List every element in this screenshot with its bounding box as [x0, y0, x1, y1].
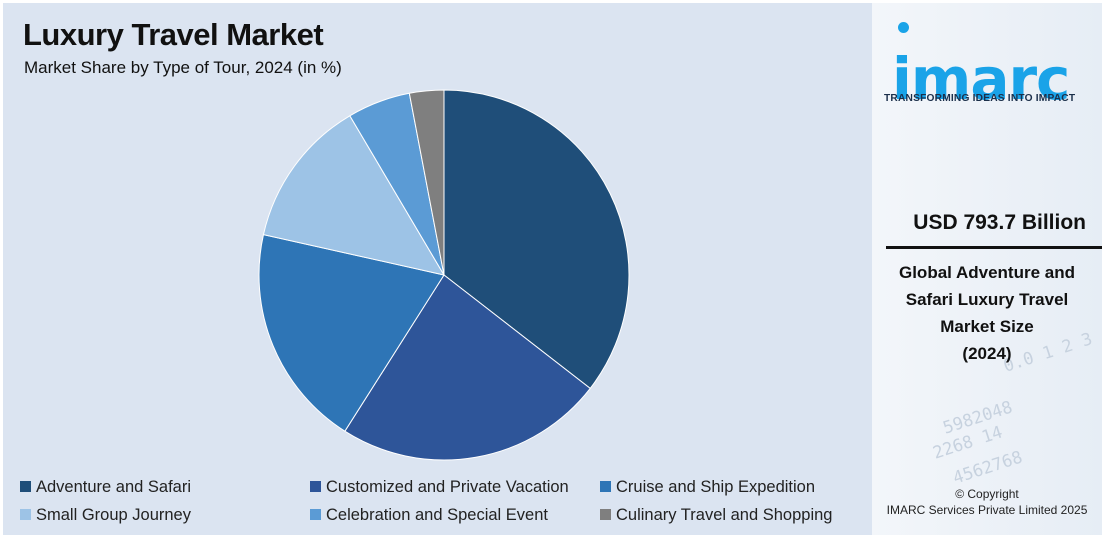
legend-label: Culinary Travel and Shopping: [616, 506, 833, 524]
legend-label: Small Group Journey: [36, 506, 191, 524]
brand-tagline: TRANSFORMING IDEAS INTO IMPACT: [884, 93, 1076, 104]
brand-name: imarc: [892, 45, 1070, 113]
pie-chart: [258, 89, 630, 461]
logo-dot-icon: [898, 22, 909, 33]
imarc-logo: imarc: [884, 15, 1094, 113]
market-size-label: Global Adventure and Safari Luxury Trave…: [872, 259, 1102, 367]
legend-item: Customized and Private Vacation: [310, 478, 569, 497]
legend-label: Customized and Private Vacation: [326, 478, 569, 496]
pie-slice-adventure-and-safari: [443, 89, 630, 390]
legend-label: Cruise and Ship Expedition: [616, 478, 816, 496]
pie-slice-cruise-and-ship-expedition: [258, 234, 445, 432]
pie-slice-culinary-travel-and-shopping: [408, 89, 445, 276]
legend-item: Small Group Journey: [20, 506, 191, 525]
legend-item: Cruise and Ship Expedition: [600, 478, 815, 497]
copyright-line: IMARC Services Private Limited 2025: [886, 503, 1088, 517]
legend-swatch: [20, 481, 31, 492]
legend-swatch: [310, 509, 321, 520]
pie-slice-small-group-journey: [262, 115, 446, 276]
legend-swatch: [600, 481, 611, 492]
divider: [886, 246, 1102, 249]
chart-subtitle: Market Share by Type of Tour, 2024 (in %…: [24, 58, 342, 77]
legend-swatch: [310, 481, 321, 492]
market-size-label-line: Global Adventure and: [898, 263, 1075, 282]
chart-title: Luxury Travel Market: [23, 17, 324, 52]
copyright-line: © Copyright: [955, 487, 1019, 501]
market-size-label-line: Safari Luxury Travel: [905, 290, 1069, 309]
chart-panel: Luxury Travel Market Market Share by Typ…: [3, 3, 872, 535]
legend-item: Culinary Travel and Shopping: [600, 506, 832, 525]
legend-label: Celebration and Special Event: [326, 506, 548, 524]
copyright: © Copyright IMARC Services Private Limit…: [872, 486, 1102, 518]
legend-label: Adventure and Safari: [36, 478, 192, 496]
legend-swatch: [600, 509, 611, 520]
legend-swatch: [20, 509, 31, 520]
legend-item: Celebration and Special Event: [310, 506, 548, 525]
market-size-label-line: Market Size: [940, 317, 1034, 336]
sidebar: 2268 14 4562768 5982048 0.0 1 2 3 imarc …: [872, 3, 1102, 535]
chart-legend: Adventure and Safari Customized and Priva…: [20, 478, 870, 534]
market-size-value: USD 793.7 Billion: [913, 211, 1086, 234]
market-size-label-line: (2024): [962, 344, 1012, 363]
pie-slice-customized-and-private-vacation: [344, 274, 591, 461]
legend-item: Adventure and Safari: [20, 478, 191, 497]
